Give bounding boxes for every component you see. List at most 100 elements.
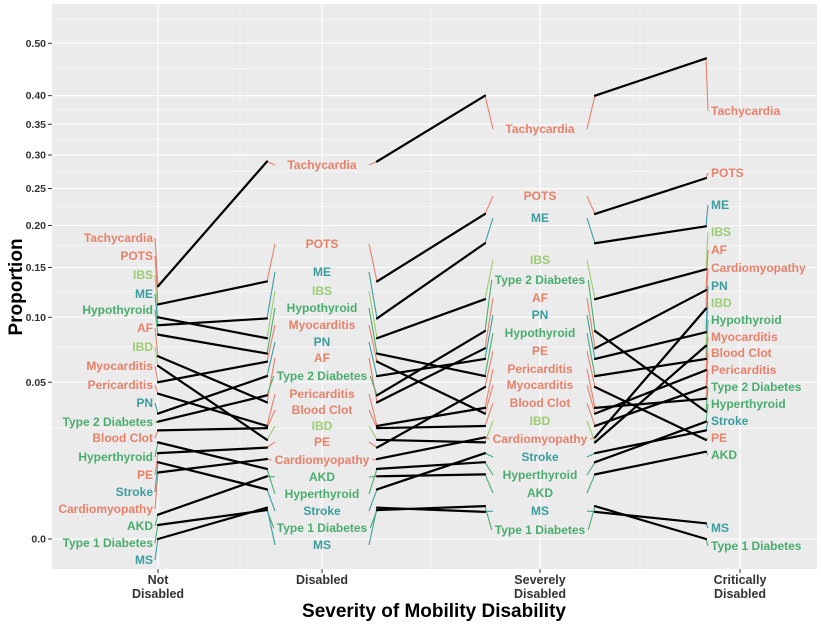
connector-me	[154, 204, 709, 326]
segment-hyperthyroid-1	[375, 461, 487, 470]
label-hypothyroid-2: Hypothyroid	[505, 326, 576, 340]
label-akd-2: AKD	[527, 486, 553, 500]
series-labels: Tachycardia Tachycardia Tachycardia Tachyca…	[58, 104, 806, 567]
connector-af	[154, 249, 709, 403]
label-blood-clot-3: Blood Clot	[711, 346, 772, 360]
segment-tachycardia-0	[156, 160, 269, 288]
label-connectors	[154, 58, 709, 561]
segment-hypothyroid-1	[375, 352, 487, 378]
connector-type-1-diabetes	[154, 505, 709, 547]
segment-cardiomyopathy-1	[375, 436, 487, 461]
label-stroke-3: Stroke	[711, 414, 749, 428]
label-me-1: ME	[313, 265, 331, 279]
segment-type-2-diabetes-1	[375, 329, 487, 397]
label-hyperthyroid-3: Hyperthyroid	[711, 397, 786, 411]
label-ms-3: MS	[711, 521, 729, 535]
connector-stroke	[154, 420, 709, 512]
label-akd-3: AKD	[711, 448, 737, 462]
connector-akd	[154, 451, 709, 527]
label-stroke-0: Stroke	[116, 485, 154, 499]
series-lines	[156, 57, 708, 541]
label-ibd-2: IBD	[530, 414, 551, 428]
segment-ms-0	[156, 506, 269, 541]
label-pn-2: PN	[532, 308, 549, 322]
segment-me-1	[375, 242, 487, 320]
label-type-2-diabetes-0: Type 2 Diabetes	[63, 415, 154, 429]
label-pn-0: PN	[136, 396, 153, 410]
label-akd-1: AKD	[309, 470, 335, 484]
label-pericarditis-0: Pericarditis	[88, 378, 154, 392]
label-af-3: AF	[711, 243, 727, 257]
connector-ibs	[154, 231, 709, 339]
segment-pe-2	[593, 385, 708, 441]
segment-akd-2	[593, 450, 708, 476]
label-ms-2: MS	[531, 504, 549, 518]
segment-type-2-diabetes-0	[156, 394, 269, 423]
label-hyperthyroid-0: Hyperthyroid	[78, 450, 153, 464]
connector-pots	[154, 172, 709, 305]
segment-af-1	[375, 347, 487, 404]
label-me-3: ME	[711, 198, 729, 212]
connector-tachycardia	[154, 58, 709, 287]
segment-hyperthyroid-0	[156, 441, 269, 470]
segment-pots-1	[375, 212, 487, 283]
segment-pn-2	[593, 331, 708, 361]
x-tick-label: Disabled	[296, 573, 348, 587]
label-cardiomyopathy-3: Cardiomyopathy	[711, 261, 806, 275]
segment-akd-1	[375, 473, 487, 478]
segment-type-1-diabetes-2	[593, 505, 708, 541]
connector-ms	[154, 507, 709, 561]
label-pots-3: POTS	[711, 166, 744, 180]
y-axis-title: Proportion	[6, 238, 27, 335]
label-hypothyroid-1: Hypothyroid	[287, 301, 358, 315]
label-pots-2: POTS	[524, 189, 557, 203]
label-ms-0: MS	[135, 553, 153, 567]
connector-pe	[154, 350, 709, 476]
segment-blood-clot-0	[156, 427, 269, 432]
connector-blood-clot	[154, 352, 709, 439]
label-myocarditis-2: Myocarditis	[507, 378, 574, 392]
label-pericarditis-3: Pericarditis	[711, 363, 777, 377]
y-tick-label: 0.20	[26, 220, 47, 232]
label-tachycardia-3: Tachycardia	[711, 104, 780, 118]
label-type-1-diabetes-0: Type 1 Diabetes	[63, 536, 154, 550]
segment-pericarditis-2	[593, 397, 708, 409]
label-pericarditis-2: Pericarditis	[507, 362, 573, 376]
segment-pe-0	[156, 446, 269, 455]
y-tick-label: 0.05	[26, 377, 47, 389]
segment-af-2	[593, 289, 708, 350]
label-pe-1: PE	[314, 435, 330, 449]
segment-pericarditis-0	[156, 392, 269, 428]
connector-cardiomyopathy	[154, 267, 709, 510]
connector-myocarditis	[154, 324, 709, 414]
y-axis-ticks: 0.0 0.05 0.10 0.15 0.20 0.25 0.30 0.35 0.40 0.50 0…	[26, 0, 52, 546]
connector-pn	[154, 285, 709, 414]
connector-type-2-diabetes	[154, 279, 709, 423]
segment-ibs-1	[375, 298, 487, 340]
label-me-2: ME	[531, 211, 549, 225]
label-akd-0: AKD	[127, 519, 153, 533]
label-hypothyroid-0: Hypothyroid	[82, 303, 153, 317]
label-pots-0: POTS	[120, 249, 153, 263]
segment-ibd-2	[593, 344, 708, 444]
segment-pe-1	[375, 385, 487, 449]
y-tick-label: 0.10	[26, 312, 47, 324]
label-type-1-diabetes-2: Type 1 Diabetes	[495, 523, 586, 537]
label-af-1: AF	[314, 351, 330, 365]
label-ibd-0: IBD	[132, 340, 153, 354]
label-type-2-diabetes-3: Type 2 Diabetes	[711, 380, 802, 394]
segment-pots-2	[593, 177, 708, 216]
label-ms-1: MS	[313, 538, 331, 552]
segment-me-2	[593, 225, 708, 245]
label-hyperthyroid-2: Hyperthyroid	[503, 468, 578, 482]
label-type-2-diabetes-1: Type 2 Diabetes	[277, 369, 368, 383]
x-axis-ticks: Not Disabled Disabled Severely Disabled Criti…	[132, 569, 766, 601]
label-cardiomyopathy-0: Cardiomyopathy	[58, 502, 153, 516]
segment-hypothyroid-0	[156, 333, 269, 355]
y-tick-label: 0.0	[31, 534, 46, 546]
label-af-0: AF	[137, 321, 153, 335]
label-hypothyroid-3: Hypothyroid	[711, 313, 782, 327]
segment-akd-0	[156, 475, 269, 516]
segment-myocarditis-1	[375, 360, 487, 415]
segment-stroke-1	[375, 452, 487, 491]
